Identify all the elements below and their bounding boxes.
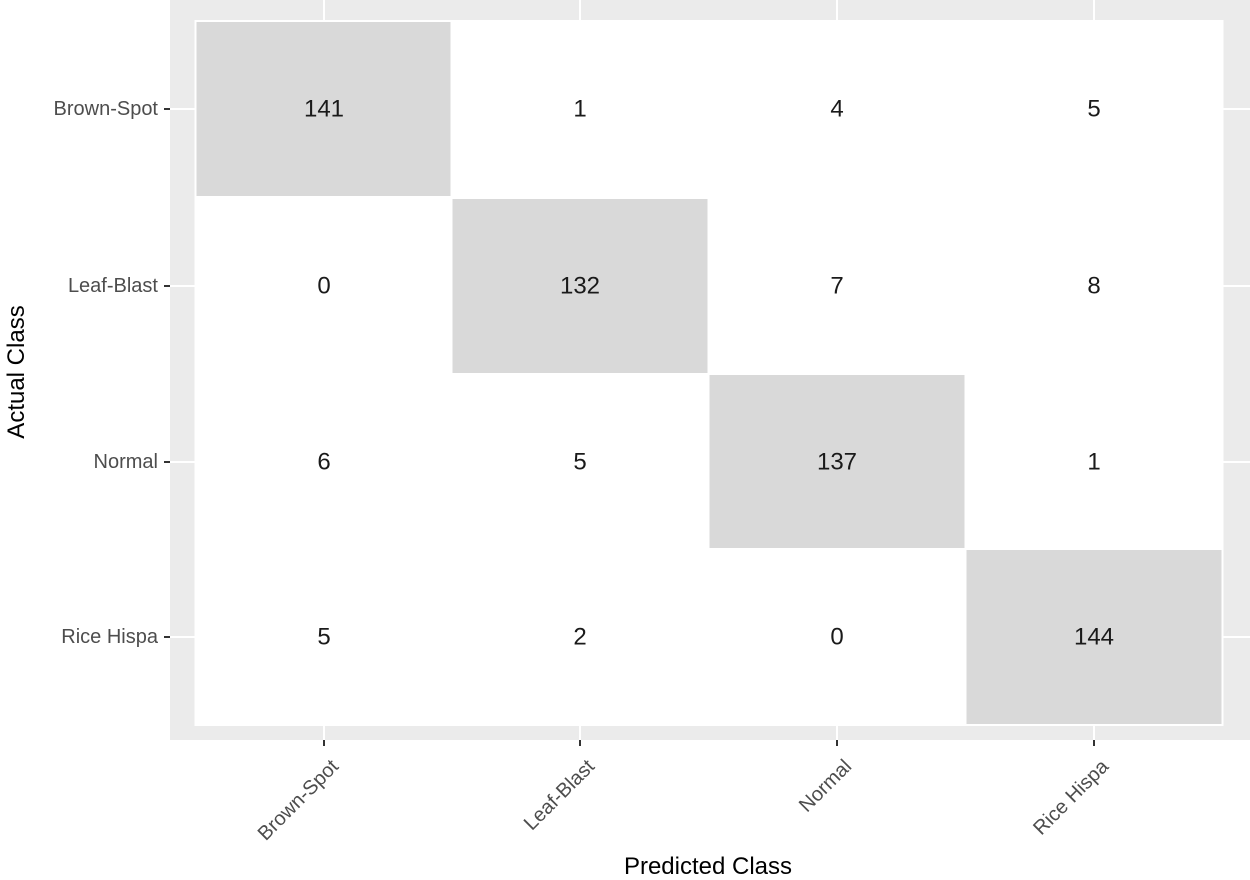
heatmap-cell bbox=[964, 20, 1224, 198]
heatmap-cell bbox=[964, 548, 1224, 726]
cell-value-label: 0 bbox=[317, 273, 330, 300]
cell-value-label: 8 bbox=[1087, 273, 1100, 300]
cell-value-label: 1 bbox=[1087, 449, 1100, 476]
y-tick-label: Brown-Spot bbox=[54, 98, 159, 120]
y-axis: Brown-Spot Leaf-Blast Normal Rice Hispa bbox=[54, 98, 170, 648]
cell-value-label: 7 bbox=[830, 273, 843, 300]
heatmap-cells bbox=[194, 20, 1224, 726]
x-tick-label: Brown-Spot bbox=[254, 755, 344, 845]
heatmap-cell bbox=[707, 373, 967, 551]
cell-value-label: 132 bbox=[560, 273, 600, 300]
cell-value-labels: 141 1 4 5 0 132 7 8 6 5 137 1 5 2 0 144 bbox=[304, 96, 1114, 651]
heatmap-cell bbox=[194, 548, 454, 726]
x-axis: Brown-Spot Leaf-Blast Normal Rice Hispa bbox=[254, 740, 1114, 845]
y-tick-label: Leaf-Blast bbox=[68, 275, 158, 297]
cell-value-label: 144 bbox=[1074, 624, 1114, 651]
heatmap-cell bbox=[707, 20, 967, 198]
x-tick-label: Rice Hispa bbox=[1029, 755, 1114, 840]
cell-value-label: 1 bbox=[573, 96, 586, 123]
y-tick-label: Normal bbox=[94, 451, 158, 473]
heatmap-cell bbox=[450, 548, 710, 726]
cell-value-label: 6 bbox=[317, 449, 330, 476]
y-tick-label: Rice Hispa bbox=[61, 626, 159, 648]
heatmap-cell bbox=[450, 373, 710, 551]
cell-value-label: 4 bbox=[830, 96, 843, 123]
heatmap-cell bbox=[707, 197, 967, 375]
cell-value-label: 141 bbox=[304, 96, 344, 123]
x-axis-title: Predicted Class bbox=[624, 853, 792, 880]
heatmap-cell bbox=[707, 548, 967, 726]
x-tick-label: Normal bbox=[795, 756, 856, 817]
cell-value-label: 2 bbox=[573, 624, 586, 651]
heatmap-cell bbox=[964, 373, 1224, 551]
heatmap-cell bbox=[194, 197, 454, 375]
heatmap-cell bbox=[450, 20, 710, 198]
heatmap-cell bbox=[194, 20, 454, 198]
cell-value-label: 5 bbox=[573, 449, 586, 476]
heatmap-cell bbox=[450, 197, 710, 375]
cell-value-label: 5 bbox=[317, 624, 330, 651]
heatmap-cell bbox=[194, 373, 454, 551]
y-axis-title: Actual Class bbox=[3, 305, 30, 438]
cell-value-label: 5 bbox=[1087, 96, 1100, 123]
cell-value-label: 137 bbox=[817, 449, 857, 476]
x-tick-label: Leaf-Blast bbox=[520, 755, 600, 835]
cell-value-label: 0 bbox=[830, 624, 843, 651]
heatmap-cell bbox=[964, 197, 1224, 375]
